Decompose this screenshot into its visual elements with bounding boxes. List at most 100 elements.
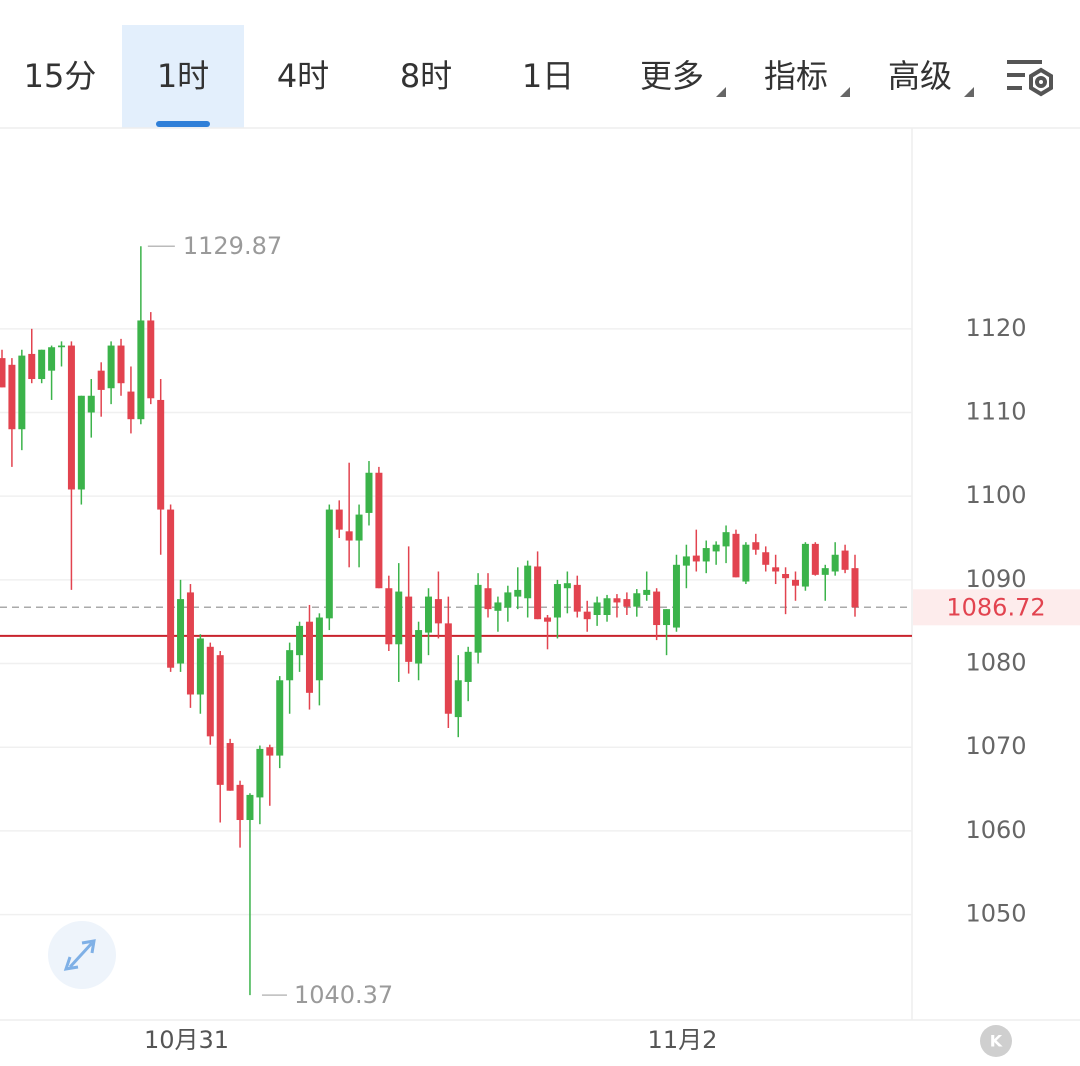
candle-body (296, 625, 304, 656)
badge-bg (980, 1025, 1012, 1057)
candle-body (216, 655, 224, 785)
candle-body (157, 399, 165, 510)
candle-body (147, 320, 155, 399)
tab[interactable]: 指标 (764, 57, 828, 95)
y-tick-label: 1050 (965, 900, 1026, 928)
candle-body (514, 589, 522, 597)
candle-body (464, 651, 472, 682)
candle-body (177, 599, 185, 664)
candle-body (0, 358, 6, 388)
candle-body (97, 370, 105, 390)
candle-body (831, 554, 839, 572)
candle-body (623, 599, 631, 607)
candle-body (415, 630, 423, 664)
settings-icon[interactable] (1007, 60, 1053, 97)
active-tab-underline (156, 121, 210, 127)
price-tag-bg (913, 589, 1080, 626)
candle-body (474, 584, 482, 653)
candle-body (315, 617, 323, 681)
y-tick-label: 1070 (965, 732, 1026, 760)
candle-body (266, 747, 274, 756)
candle-body (395, 591, 403, 645)
candle-body (444, 623, 452, 714)
y-tick-label: 1110 (965, 398, 1026, 426)
candle-body (365, 472, 373, 513)
candle-body (772, 567, 780, 572)
candle-body (762, 552, 770, 565)
candle-body (494, 602, 502, 611)
candle-body (226, 743, 234, 791)
min-label: 1040.37 (294, 981, 393, 1009)
candle-body (196, 638, 204, 695)
candle-body (127, 391, 135, 420)
candle-body (8, 364, 16, 430)
candle-body (553, 584, 561, 618)
candle-body (107, 345, 115, 389)
candle-body (425, 596, 432, 633)
candle-body (67, 345, 75, 490)
candle-body (712, 544, 720, 552)
candle-body (742, 544, 750, 582)
y-tick-label: 1100 (965, 481, 1026, 509)
candle-body (811, 543, 819, 575)
tab[interactable]: 1日 (522, 57, 574, 95)
candle-body (782, 574, 790, 579)
candle-body (375, 472, 383, 589)
icon-dot (1035, 76, 1047, 88)
dropdown-caret (840, 87, 850, 97)
candle-body (186, 592, 194, 695)
tab-bar: 15分 1时 4时 8时 1日 更多 指标 高级 (24, 25, 974, 128)
k-badge[interactable]: K (980, 1025, 1012, 1057)
candle-body (58, 345, 66, 348)
candle-body (345, 531, 353, 541)
candle-body (276, 680, 284, 756)
candle-body (663, 609, 671, 626)
candle-body (117, 345, 125, 384)
tab[interactable]: 更多 (640, 57, 704, 95)
candle-body (405, 596, 413, 662)
dropdown-caret (716, 87, 726, 97)
x-tick-label: 10月31 (144, 1026, 229, 1054)
candle-body (821, 568, 829, 575)
y-tick-label: 1120 (965, 314, 1026, 342)
candle-body (613, 598, 621, 603)
candle-body (286, 650, 294, 681)
y-tick-label: 1090 (965, 565, 1026, 593)
candle-body (841, 550, 849, 570)
candle-body (722, 532, 730, 547)
candle-body (593, 602, 601, 616)
expand-button[interactable] (48, 921, 116, 989)
plot: 1050 1060 1070 1080 1090 1100 1110 1120 10月31 11月… (0, 232, 1080, 1054)
candle-body (77, 395, 85, 490)
tab[interactable]: 4时 (277, 57, 329, 95)
candle-body (573, 584, 581, 612)
tab[interactable]: 高级 (888, 57, 952, 95)
candle-body (524, 565, 532, 599)
max-label: 1129.87 (183, 232, 282, 260)
candle-body (385, 588, 393, 645)
tab[interactable]: 1时 (157, 57, 209, 95)
candle-body (137, 320, 145, 420)
dropdown-caret (964, 87, 974, 97)
candle-body (484, 588, 492, 610)
candle-body (583, 611, 591, 620)
candle-body (534, 566, 542, 620)
candle-body (633, 593, 641, 607)
tab[interactable]: 15分 (24, 57, 97, 95)
candle-body (851, 568, 859, 608)
candle-body (38, 349, 46, 380)
y-tick-label: 1060 (965, 816, 1026, 844)
candle-body (653, 591, 661, 626)
candle-body (434, 599, 442, 624)
candle-body (305, 621, 313, 693)
expand-glyph (63, 939, 96, 971)
active-tab-bg (122, 25, 244, 128)
candle-body (87, 395, 95, 413)
candle-body (28, 353, 36, 380)
y-tick-label: 1080 (965, 649, 1026, 677)
tab[interactable]: 8时 (400, 57, 452, 95)
candle-body (682, 556, 690, 566)
candle-body (791, 579, 799, 586)
candle-body (236, 784, 244, 821)
